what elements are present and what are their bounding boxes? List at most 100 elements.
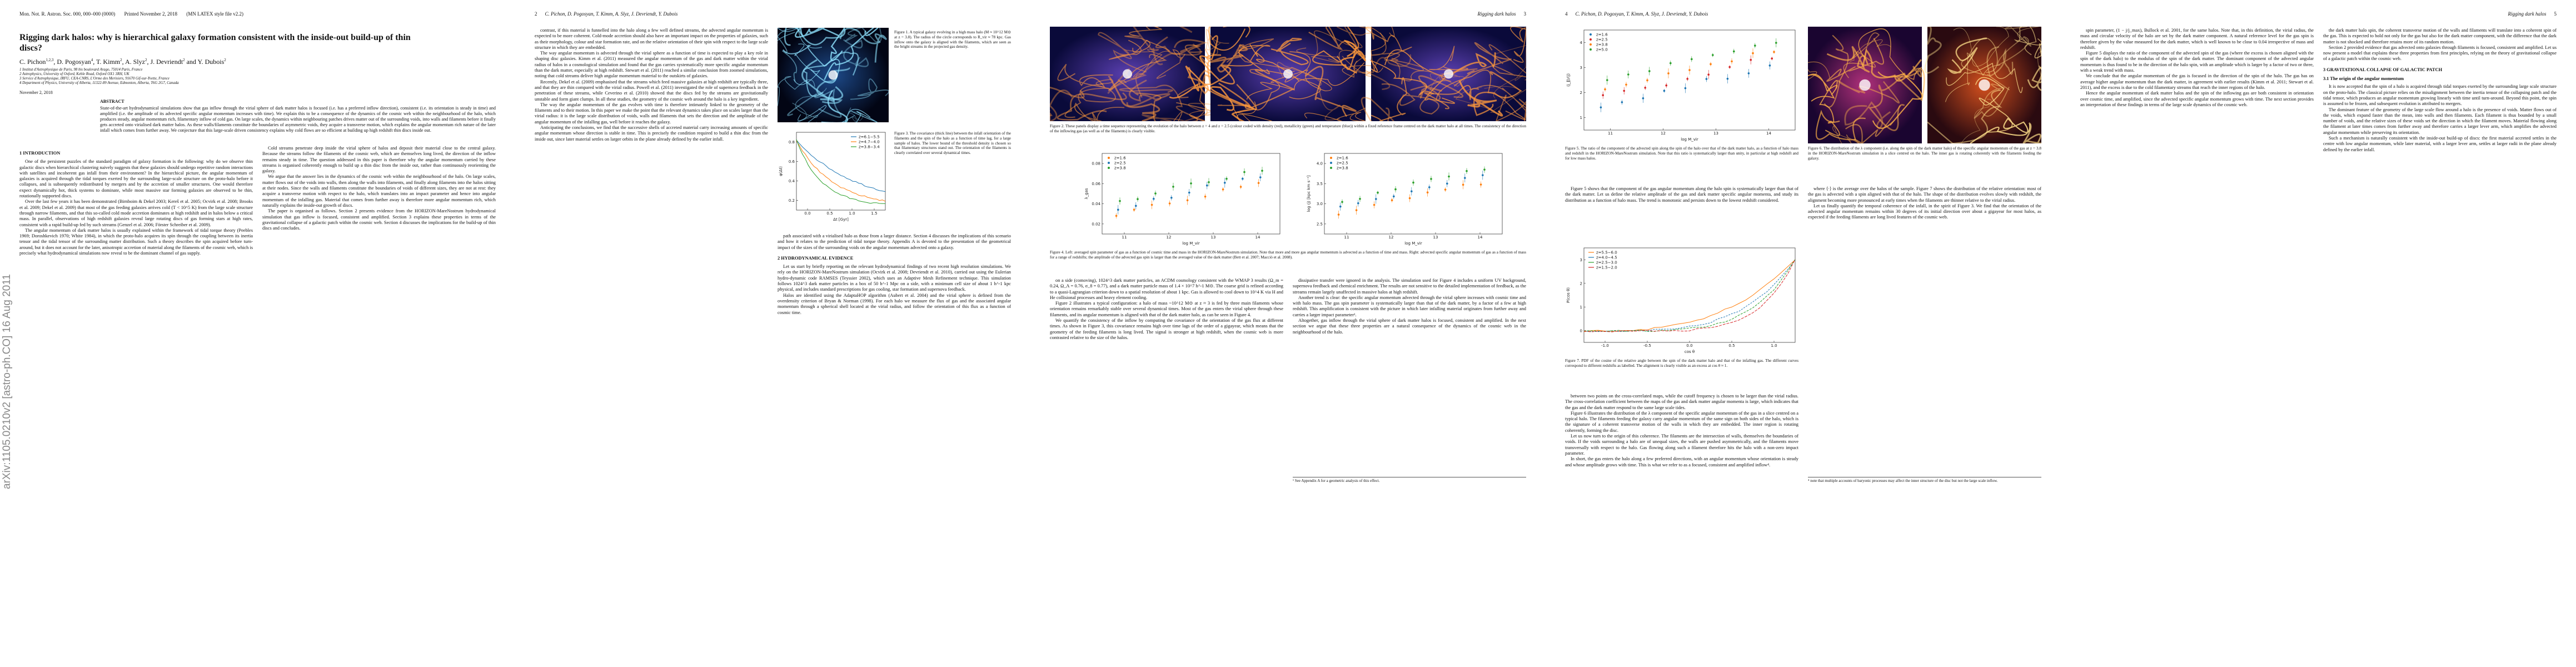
author-name: T. Kimm [96, 58, 121, 66]
point [1771, 57, 1773, 60]
filament [1236, 69, 1295, 110]
affiliation: 2 Astrophysics, University of Oxford, Ke… [19, 72, 129, 76]
filament [1221, 44, 1270, 74]
point [1242, 177, 1244, 180]
page-3: Rigging dark halos 3 on a side (comoving),… [1030, 0, 1546, 667]
point [1665, 84, 1667, 87]
filament [1832, 125, 1858, 143]
figure-graphic [1050, 27, 1526, 121]
filament [1946, 62, 2023, 93]
text-column: contrast, if this material is funnelled … [535, 28, 768, 142]
author-name: C. Pichon [19, 58, 46, 66]
filament [1945, 52, 2001, 102]
point [1623, 89, 1625, 92]
x-tick-label: 13 [1433, 235, 1438, 240]
halo-core [1444, 69, 1453, 79]
filament [784, 28, 846, 46]
y-axis-label: log ⟨j⟩ [kpc km s⁻¹] [1307, 175, 1311, 212]
point [1206, 184, 1208, 187]
point [1670, 62, 1672, 64]
point [1667, 72, 1670, 74]
journal: Mon. Not. R. Astron. Soc. 000, 000–000 (… [19, 11, 116, 17]
x-tick-label: 0.5 [826, 211, 833, 216]
filament [1133, 27, 1193, 66]
y-tick-label: 3.0 [1317, 202, 1323, 206]
legend-marker [1330, 167, 1332, 169]
point [1686, 78, 1688, 80]
filament [1249, 44, 1299, 81]
filament [1203, 54, 1250, 107]
paragraph: The way the angular momentum of the gas … [535, 102, 768, 125]
filament [1986, 46, 2014, 77]
point [1377, 191, 1379, 194]
text-column: Figure 5 shows that the component of the… [1565, 186, 1798, 203]
paragraph: Figure 5 shows that the component of the… [1565, 186, 1798, 203]
filament [1369, 59, 1434, 97]
filament [1815, 109, 1866, 141]
filament [1126, 79, 1170, 107]
point [1627, 73, 1630, 76]
point [1752, 52, 1754, 54]
paragraph: Recently, Dekel et al. (2009) emphasised… [535, 79, 768, 102]
filament [803, 51, 859, 97]
paragraph: Figure 6 illustrates the distribution of… [1565, 410, 1798, 433]
curve [1583, 259, 1796, 332]
affiliation: 1 Institut d'Astrophysique de Paris, 98 … [19, 68, 143, 72]
filament [824, 28, 879, 81]
filament [1064, 83, 1116, 118]
y-tick-label: 0.2 [789, 198, 795, 203]
point [1117, 208, 1119, 211]
legend-label: z=2.5 [1596, 38, 1608, 42]
authors: C. Pichon1,2,3, D. Pogosyan4, T. Kimm2, … [19, 58, 226, 66]
figure-graphic [1808, 27, 2041, 143]
filament [1947, 37, 1987, 74]
point [1448, 175, 1450, 178]
x-tick-label: 1.0 [1771, 344, 1777, 348]
paragraph: Let us now turn to the origin of this co… [1565, 434, 1798, 456]
x-tick-label: 1.0 [849, 211, 855, 216]
paragraph: Let us finally quantify the temporal coh… [1808, 203, 2041, 220]
x-tick-label: -0.5 [1643, 344, 1651, 348]
y-tick-label: 3 [1580, 66, 1582, 70]
author-name: J. Devriendt [150, 58, 183, 66]
point [1411, 190, 1413, 193]
legend-marker [1590, 33, 1592, 36]
paragraph: The way angular momentum is advected thr… [535, 51, 768, 79]
legend-label: z=6.1−5.5 [859, 135, 880, 140]
curve [1583, 260, 1796, 332]
filament [1118, 79, 1198, 121]
legend-marker [1330, 162, 1332, 164]
x-axis-label: cos θ [1685, 350, 1695, 354]
point [1208, 181, 1210, 183]
figure: Figure 1. A typical galaxy evolving in a… [778, 28, 1011, 122]
filament [798, 104, 855, 122]
y-axis-label: ⟨j_∥⟩/⟨j⟩ [1566, 73, 1571, 87]
filament [850, 78, 889, 100]
point [1768, 64, 1771, 67]
filament [2014, 27, 2041, 56]
filament [1050, 89, 1073, 121]
filament [1208, 27, 1250, 51]
y-tick-label: 3 [1580, 258, 1582, 262]
y-tick-label: 0.02 [1092, 222, 1100, 226]
filament [1210, 44, 1248, 73]
author-mark: 2 [120, 58, 122, 62]
filament [1119, 84, 1205, 121]
legend-label: z=1.5−2.0 [1596, 266, 1617, 270]
point [1625, 83, 1627, 86]
paragraph: where ⟨·⟩ is the average over the halos … [1808, 186, 2041, 203]
point [1606, 79, 1608, 81]
filament [1808, 53, 1830, 80]
filament [1173, 109, 1206, 121]
page-header: 4 C. Pichon, D. Pogosyan, T. Kimm, A. Sly… [1565, 11, 1716, 17]
point [1444, 188, 1447, 191]
point [1337, 213, 1340, 216]
text-column: path associated with a virialised halo a… [778, 233, 1011, 316]
filament [1410, 68, 1478, 99]
point [1394, 188, 1397, 191]
point [1754, 44, 1756, 47]
point [1188, 191, 1190, 194]
legend-label: z=1.6 [1114, 156, 1126, 161]
point [1168, 202, 1171, 205]
y-tick-label: 1 [1580, 116, 1582, 120]
